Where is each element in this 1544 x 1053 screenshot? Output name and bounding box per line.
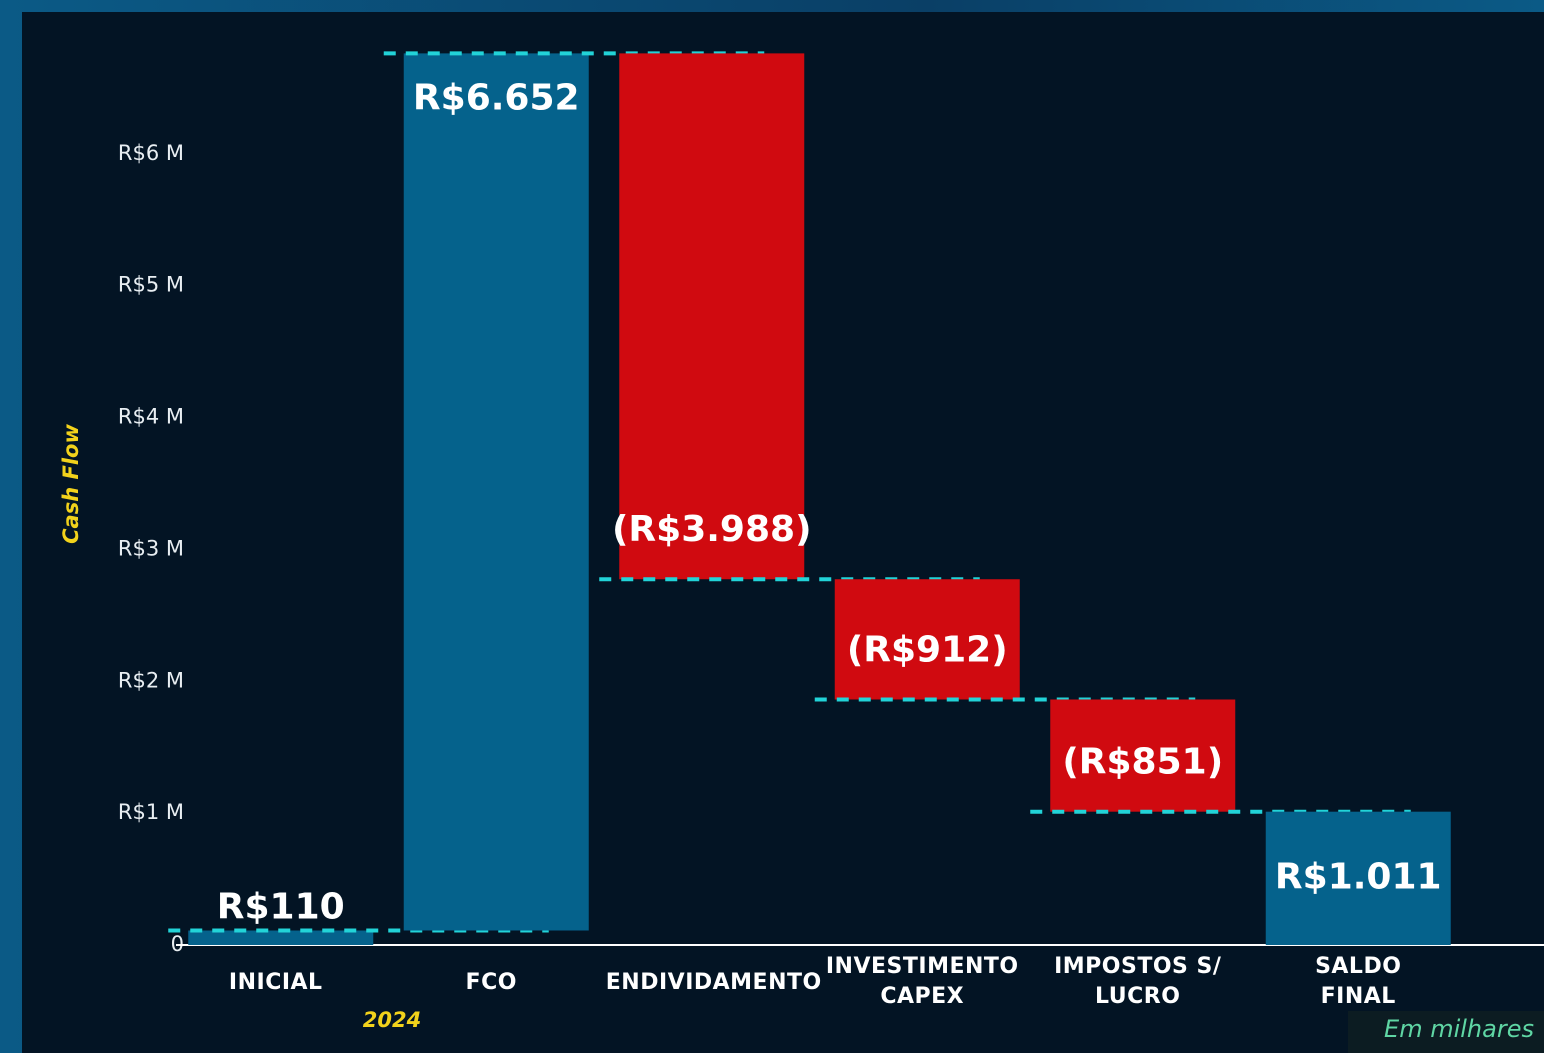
value-label: R$1.011 [1275,856,1442,897]
x-tick-label: INVESTIMENTO CAPEX [825,954,1019,1009]
value-label: (R$912) [847,629,1008,670]
bar [403,53,589,931]
x-tick-label: INICIAL [228,970,323,995]
y-axis-label: Cash Flow [59,424,83,544]
value-label: R$6.652 [413,77,580,118]
y-tick-label: R$6 M [118,141,184,165]
x-tick-label: IMPOSTOS S/ LUCRO [1054,954,1222,1009]
y-tick-label: R$5 M [118,273,184,297]
note-box [1348,1011,1544,1053]
bar [188,930,374,945]
y-tick-label: R$1 M [118,800,184,824]
bar [1050,699,1236,812]
x-tick-label: SALDO FINAL [1315,954,1402,1009]
y-tick-label: R$2 M [118,668,184,692]
bar [1265,811,1451,945]
y-tick-label: R$4 M [118,405,184,429]
value-label: R$110 [217,886,345,927]
value-label: (R$3.988) [612,509,812,550]
x-axis-label: 2024 [363,1008,421,1032]
x-tick-label: ENDIVIDAMENTO [605,970,822,995]
note: Em milhares [1384,1015,1534,1043]
value-label: (R$851) [1062,742,1223,783]
y-tick-label: R$3 M [118,536,184,560]
bar [834,579,1020,700]
x-tick-label: FCO [465,970,517,995]
bar [619,53,805,580]
